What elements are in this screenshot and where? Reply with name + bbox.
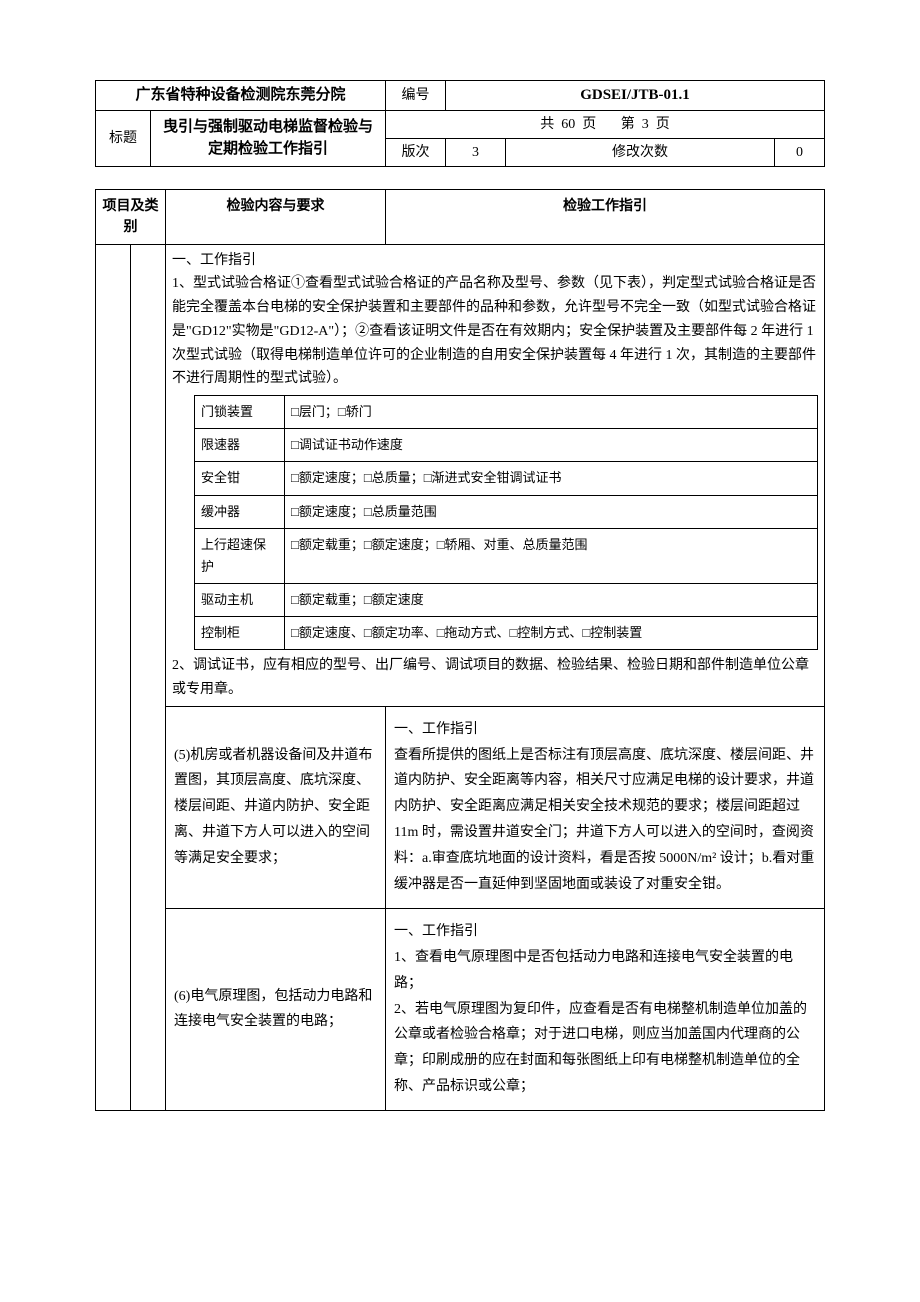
- section1-body: 一、工作指引 1、型式试验合格证①查看型式试验合格证的产品名称及型号、参数（见下…: [166, 244, 825, 706]
- doc-code: GDSEI/JTB-01.1: [446, 81, 825, 111]
- check-label: 驱动主机: [195, 583, 285, 616]
- document-header-table: 广东省特种设备检测院东莞分院 编号 GDSEI/JTB-01.1 标题 曳引与强…: [95, 80, 825, 167]
- section1-para2: 2、调试证书，应有相应的型号、出厂编号、调试项目的数据、检验结果、检验日期和部件…: [172, 654, 818, 702]
- row6-guide-2: 2、若电气原理图为复印件，应查看是否有电梯整机制造单位加盖的公章或者检验合格章；…: [394, 997, 816, 1101]
- component-check-table: 门锁装置 □层门；□轿门 限速器 □调试证书动作速度 安全钳 □额定速度；□总质…: [194, 395, 818, 650]
- check-items: □额定载重；□额定速度: [285, 583, 818, 616]
- check-label: 缓冲器: [195, 495, 285, 528]
- check-items: □调试证书动作速度: [285, 429, 818, 462]
- table-row: 安全钳 □额定速度；□总质量；□渐进式安全钳调试证书: [195, 462, 818, 495]
- category-blank: [96, 908, 131, 1110]
- check-label: 限速器: [195, 429, 285, 462]
- row5-content: (5)机房或者机器设备间及井道布置图，其顶层高度、底坑深度、楼层间距、井道内防护…: [166, 706, 386, 908]
- table-row: 驱动主机 □额定载重；□额定速度: [195, 583, 818, 616]
- section1-para1: 1、型式试验合格证①查看型式试验合格证的产品名称及型号、参数（见下表），判定型式…: [172, 272, 818, 391]
- check-items: □额定载重；□额定速度；□轿厢、对重、总质量范围: [285, 528, 818, 583]
- rev-label: 修改次数: [506, 138, 775, 166]
- doc-title: 曳引与强制驱动电梯监督检验与定期检验工作指引: [151, 110, 386, 166]
- page-unit: 页: [582, 117, 596, 132]
- table-row: 上行超速保护 □额定载重；□额定速度；□轿厢、对重、总质量范围: [195, 528, 818, 583]
- row6-guide: 一、工作指引 1、查看电气原理图中是否包括动力电路和连接电气安全装置的电路； 2…: [386, 908, 825, 1110]
- page-cur-prefix: 第: [621, 117, 635, 132]
- check-items: □额定速度；□总质量范围: [285, 495, 818, 528]
- category-blank: [131, 706, 166, 908]
- version-label: 版次: [386, 138, 446, 166]
- main-content-table: 项目及类别 检验内容与要求 检验工作指引 一、工作指引 1、型式试验合格证①查看…: [95, 189, 825, 1112]
- page-info: 共 60 页 第 3 页: [386, 110, 825, 138]
- category-cell-blank: [96, 244, 131, 706]
- col-header-2: 检验内容与要求: [166, 189, 386, 244]
- page-cur: 3: [642, 117, 649, 132]
- check-items: □额定速度、□额定功率、□拖动方式、□控制方式、□控制装置: [285, 616, 818, 649]
- table-row: 控制柜 □额定速度、□额定功率、□拖动方式、□控制方式、□控制装置: [195, 616, 818, 649]
- row5-guide-text: 查看所提供的图纸上是否标注有顶层高度、底坑深度、楼层间距、井道内防护、安全距离等…: [394, 743, 816, 898]
- row6-guide-1: 1、查看电气原理图中是否包括动力电路和连接电气安全装置的电路；: [394, 945, 816, 997]
- table-row: 门锁装置 □层门；□轿门: [195, 396, 818, 429]
- version-value: 3: [446, 138, 506, 166]
- row5-guide: 一、工作指引 查看所提供的图纸上是否标注有顶层高度、底坑深度、楼层间距、井道内防…: [386, 706, 825, 908]
- check-items: □额定速度；□总质量；□渐进式安全钳调试证书: [285, 462, 818, 495]
- check-items: □层门；□轿门: [285, 396, 818, 429]
- category-blank: [131, 908, 166, 1110]
- page-prefix: 共: [540, 117, 554, 132]
- check-label: 门锁装置: [195, 396, 285, 429]
- check-label: 控制柜: [195, 616, 285, 649]
- rev-value: 0: [775, 138, 825, 166]
- category-cell-blank-2: [131, 244, 166, 706]
- col-header-3: 检验工作指引: [386, 189, 825, 244]
- code-label: 编号: [386, 81, 446, 111]
- title-label: 标题: [96, 110, 151, 166]
- table-row: 限速器 □调试证书动作速度: [195, 429, 818, 462]
- org-name: 广东省特种设备检测院东莞分院: [96, 81, 386, 111]
- table-row: 缓冲器 □额定速度；□总质量范围: [195, 495, 818, 528]
- col-header-1: 项目及类别: [96, 189, 166, 244]
- check-label: 安全钳: [195, 462, 285, 495]
- row5-guide-heading: 一、工作指引: [394, 717, 816, 743]
- category-blank: [96, 706, 131, 908]
- row6-content: (6)电气原理图，包括动力电路和连接电气安全装置的电路；: [166, 908, 386, 1110]
- page-cur-unit: 页: [656, 117, 670, 132]
- page-total: 60: [561, 117, 575, 132]
- check-label: 上行超速保护: [195, 528, 285, 583]
- section1-heading: 一、工作指引: [172, 249, 818, 273]
- row6-guide-heading: 一、工作指引: [394, 919, 816, 945]
